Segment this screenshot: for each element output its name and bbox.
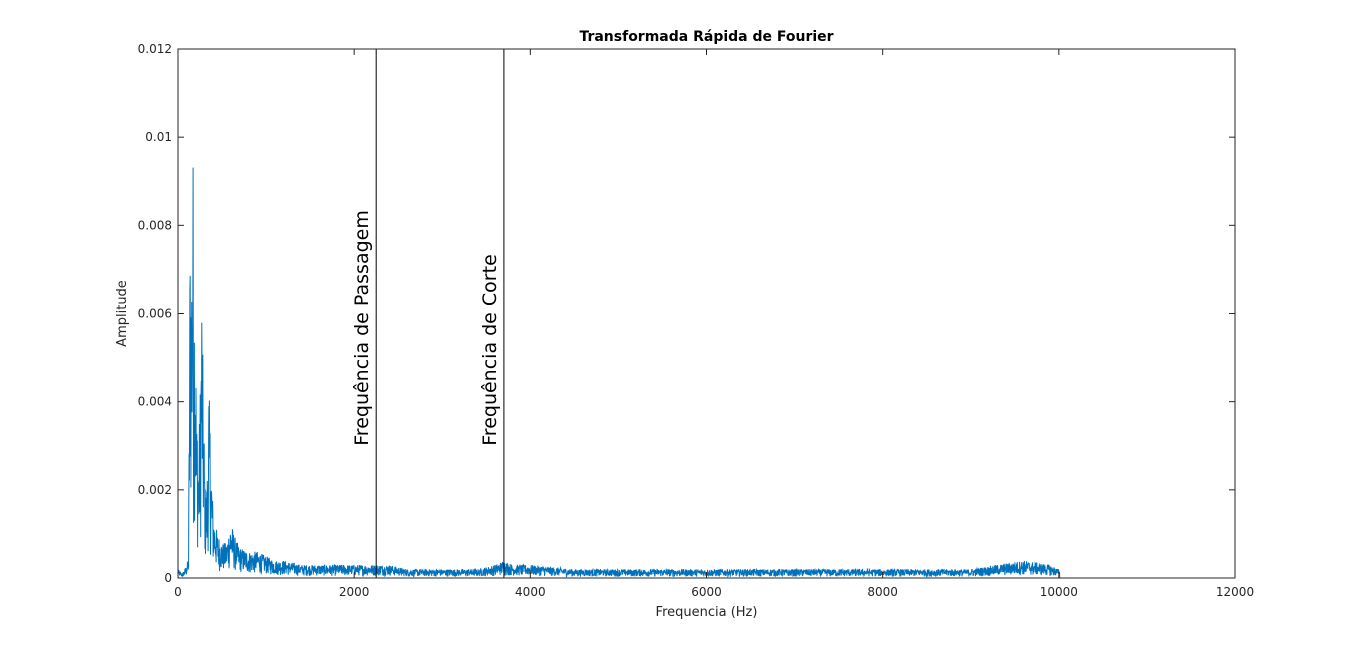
y-tick-label: 0 (164, 571, 172, 585)
plot-frame (177, 48, 1236, 579)
y-tick-label: 0.012 (138, 42, 172, 56)
x-tick-label: 4000 (515, 585, 546, 599)
x-tick-label: 8000 (867, 585, 898, 599)
x-tick-label: 10000 (1040, 585, 1078, 599)
y-tick-label: 0.008 (138, 218, 172, 232)
tick-layer: 0 2000 4000 6000 8000 10000 12000 0 0.002 0.004 0.… (138, 42, 1254, 599)
fft-series-line (177, 167, 1147, 579)
x-tick-label: 2000 (339, 585, 370, 599)
y-tick-label: 0.004 (138, 395, 172, 409)
plot-layer: Frequência de Passagem Frequência de Cort… (177, 49, 1147, 579)
x-tick-label: 0 (174, 585, 182, 599)
y-axis-label: Amplitude (115, 280, 130, 347)
x-tick-label: 6000 (691, 585, 722, 599)
y-tick-label: 0.002 (138, 483, 172, 497)
y-tick-label: 0.006 (138, 307, 172, 321)
vertical-marker-label: Frequência de Passagem (351, 210, 373, 446)
y-tick-label: 0.01 (145, 130, 172, 144)
x-tick-label: 12000 (1216, 585, 1254, 599)
vertical-marker-label: Frequência de Corte (479, 254, 501, 446)
chart-title: Transformada Rápida de Fourier (579, 29, 833, 45)
x-axis-label: Frequencia (Hz) (656, 605, 758, 620)
